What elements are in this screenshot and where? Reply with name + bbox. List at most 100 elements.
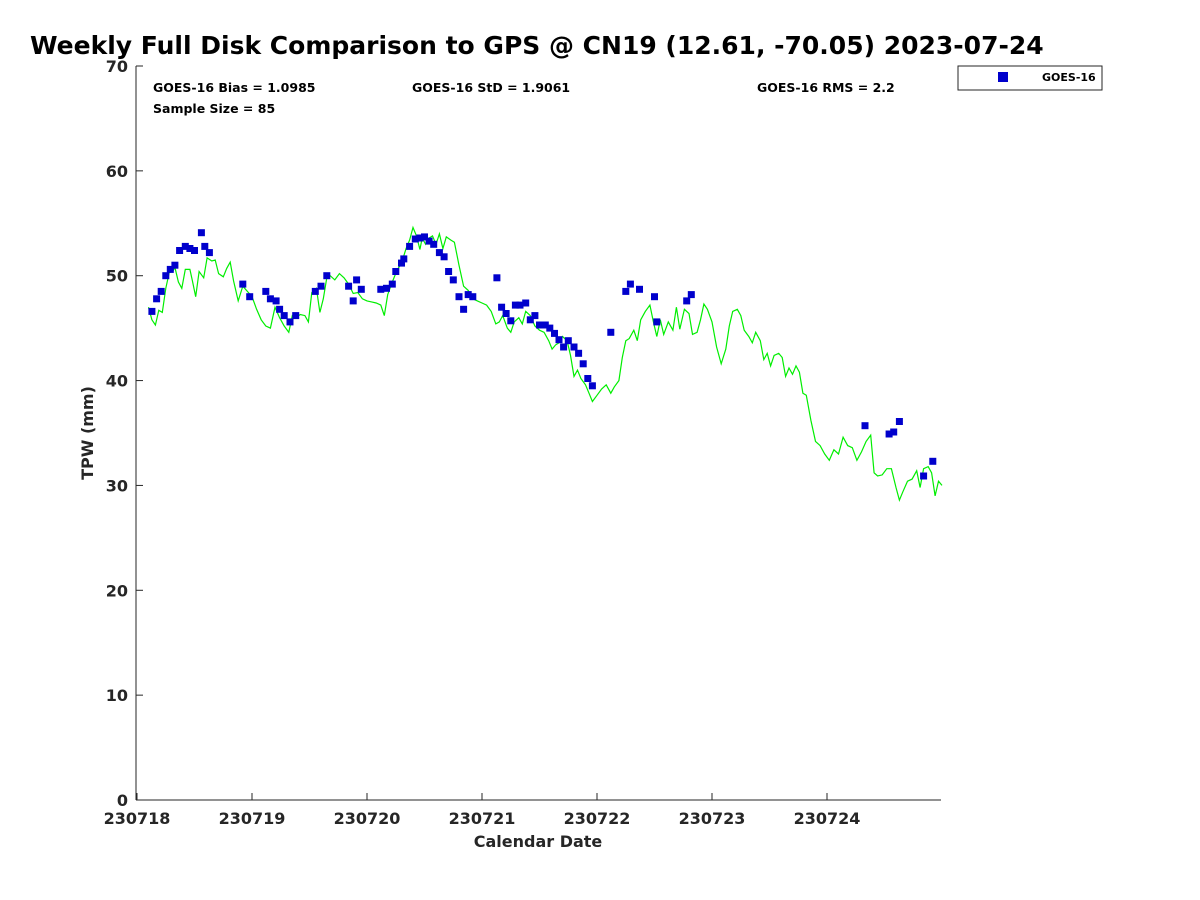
y-tick-label: 70	[106, 57, 128, 76]
goes16-point	[445, 268, 453, 275]
legend-label: GOES-16	[1042, 71, 1096, 84]
goes16-point	[357, 285, 365, 293]
goes16-point	[626, 280, 634, 288]
goes16-point	[464, 291, 472, 299]
y-tick-label: 0	[117, 791, 128, 810]
goes16-point	[345, 282, 353, 290]
y-axis-label: TPW (mm)	[78, 386, 97, 480]
goes16-point	[890, 428, 898, 436]
goes16-point	[148, 307, 156, 315]
legend-box	[957, 65, 1103, 91]
goes16-point	[564, 337, 572, 345]
goes16-point	[536, 321, 543, 329]
x-tick-label: 230722	[564, 809, 631, 828]
y-tick-label: 20	[106, 581, 128, 600]
x-axis-label: Calendar Date	[474, 832, 603, 851]
goes16-point	[430, 240, 438, 248]
goes16-point	[683, 297, 691, 305]
goes16-point	[392, 268, 400, 275]
goes16-point	[440, 253, 448, 261]
x-tick-label: 230719	[219, 809, 286, 828]
goes16-point	[157, 287, 165, 295]
goes16-point	[570, 343, 578, 351]
goes16-point	[205, 249, 213, 257]
rms-stat: GOES-16 RMS = 2.2	[757, 80, 895, 95]
sample-size-stat: Sample Size = 85	[153, 101, 275, 116]
bias-stat: GOES-16 Bias = 1.0985	[153, 80, 315, 95]
goes16-point	[416, 234, 424, 242]
y-tick-label: 40	[106, 372, 128, 391]
goes16-point	[400, 255, 408, 263]
goes16-point	[579, 360, 587, 368]
goes16-point	[181, 242, 189, 250]
goes16-point	[575, 349, 583, 357]
goes16-point	[449, 276, 457, 284]
goes16-point	[191, 247, 198, 254]
gps-tpw-line	[147, 225, 943, 502]
goes16-point	[201, 242, 209, 250]
goes16-point	[377, 285, 385, 293]
goes16-point	[651, 293, 658, 301]
goes16-point	[460, 305, 468, 313]
goes16-point	[531, 312, 539, 320]
chart-title: Weekly Full Disk Comparison to GPS @ CN1…	[30, 31, 1044, 60]
goes16-point	[349, 297, 357, 305]
goes16-point	[455, 293, 463, 301]
goes16-point	[292, 312, 300, 320]
x-axis-ticks: 230718 230719 230720 230721 230722 230723 2307…	[104, 793, 861, 828]
plot-area	[135, 66, 941, 801]
goes16-point	[286, 318, 294, 326]
goes16-point	[541, 321, 549, 329]
goes16-point	[421, 233, 428, 241]
goes16-point	[469, 293, 477, 301]
goes16-point	[266, 295, 274, 303]
x-tick-label: 230720	[334, 809, 401, 828]
x-tick-label: 230724	[794, 809, 861, 828]
goes16-point	[560, 343, 568, 351]
goes16-point	[895, 418, 903, 425]
goes16-point	[885, 430, 893, 438]
y-tick-label: 30	[106, 476, 128, 495]
goes16-point	[388, 280, 396, 288]
x-tick-label: 230723	[679, 809, 746, 828]
legend: GOES-16	[957, 65, 1103, 91]
goes16-point	[280, 312, 288, 320]
goes16-point	[929, 457, 937, 465]
goes16-point	[272, 297, 280, 305]
goes16-point	[176, 247, 184, 254]
goes16-point	[353, 276, 361, 284]
goes16-point	[262, 287, 270, 295]
goes16-point	[311, 287, 319, 295]
goes16-point	[276, 305, 284, 313]
goes16-point	[526, 316, 534, 324]
goes16-point	[246, 293, 254, 301]
x-tick-label: 230721	[449, 809, 516, 828]
goes16-point	[197, 229, 205, 237]
goes16-point	[435, 249, 443, 257]
goes16-point	[607, 328, 615, 336]
goes16-point	[162, 272, 170, 280]
goes16-point	[171, 261, 179, 269]
goes16-point	[511, 301, 519, 309]
legend-marker	[998, 72, 1008, 82]
goes16-point	[555, 336, 563, 344]
goes16-point	[411, 235, 419, 243]
goes16-point	[687, 291, 695, 299]
y-axis-ticks: 0 10 20 30 40 50 60 70	[106, 57, 143, 810]
goes16-point	[493, 274, 501, 282]
goes16-point	[507, 317, 515, 325]
y-tick-label: 10	[106, 686, 128, 705]
goes16-point	[317, 282, 325, 290]
y-tick-label: 60	[106, 162, 128, 181]
x-tick-label: 230718	[104, 809, 171, 828]
goes16-point	[383, 284, 390, 292]
goes16-point	[425, 237, 433, 245]
goes16-point	[920, 472, 928, 480]
goes16-point	[323, 272, 331, 280]
goes16-point	[653, 318, 661, 326]
goes16-point	[551, 329, 558, 337]
goes16-point	[636, 285, 643, 293]
goes16-point	[153, 295, 161, 303]
